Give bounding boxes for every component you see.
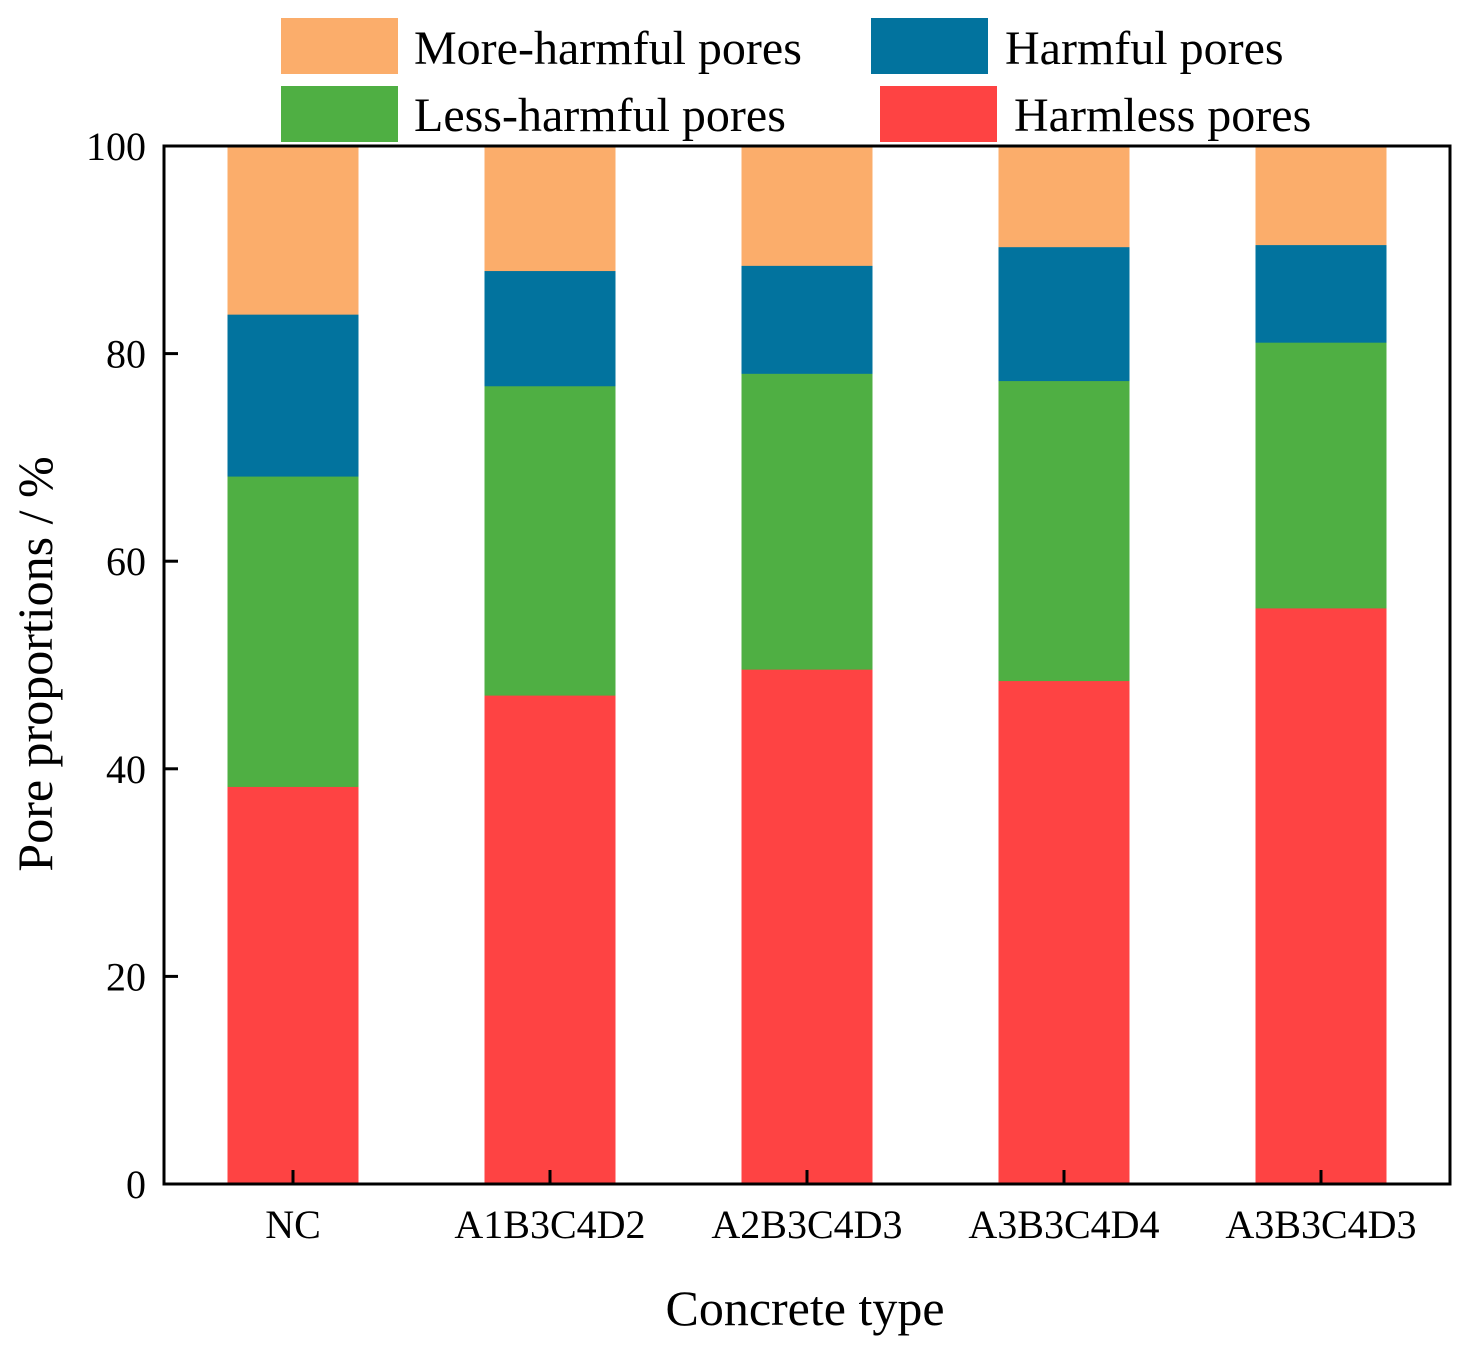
bar-segment-less-harmful-pores-nc [227, 475, 359, 787]
bar-segment-harmless-pores-a3b3c4d3 [1255, 607, 1387, 1185]
legend-swatch-harmful-pores [871, 18, 988, 74]
legend-swatch-more-harmful-pores [281, 18, 398, 74]
x-tick-label: A2B3C4D3 [711, 1202, 902, 1247]
bar-segment-harmful-pores-a3b3c4d4 [998, 246, 1130, 382]
bar-segment-harmful-pores-a3b3c4d3 [1255, 244, 1387, 343]
bar-segment-less-harmful-pores-a1b3c4d2 [484, 385, 616, 696]
y-tick-label: 60 [106, 539, 146, 584]
y-tick-label: 20 [106, 954, 146, 999]
bar-segment-harmless-pores-nc [227, 785, 359, 1185]
bar-segment-more-harmful-pores-a3b3c4d3 [1255, 145, 1387, 246]
x-tick-label: NC [265, 1202, 321, 1247]
legend: More-harmful pores Harmful pores Less-harm… [281, 18, 1311, 142]
y-tick-label: 80 [106, 332, 146, 377]
bar-segment-harmful-pores-a2b3c4d3 [741, 264, 873, 374]
x-axis-title: Concrete type [665, 1280, 944, 1336]
x-tick-label: A3B3C4D4 [968, 1202, 1159, 1247]
bar-segment-harmful-pores-a1b3c4d2 [484, 270, 616, 387]
bar-segment-more-harmful-pores-a2b3c4d3 [741, 145, 873, 266]
x-axis: NC A1B3C4D2 A2B3C4D3 A3B3C4D4 A3B3C4D3 [265, 1170, 1417, 1247]
legend-label-less-harmful-pores: Less-harmful pores [414, 89, 786, 142]
bar-segment-more-harmful-pores-nc [227, 145, 359, 315]
bar-segment-harmless-pores-a2b3c4d3 [741, 668, 873, 1185]
legend-swatch-harmless-pores [880, 86, 997, 142]
bar-segment-harmless-pores-a3b3c4d4 [998, 680, 1130, 1185]
y-axis: 0 20 40 60 80 100 [86, 124, 178, 1207]
y-axis-title: Pore proportions / % [7, 456, 63, 871]
legend-label-harmless-pores: Harmless pores [1014, 89, 1311, 142]
x-tick-label: A3B3C4D3 [1225, 1202, 1416, 1247]
bar-segment-harmless-pores-a1b3c4d2 [484, 694, 616, 1185]
y-tick-label: 40 [106, 747, 146, 792]
bars-group [227, 145, 1387, 1185]
legend-label-harmful-pores: Harmful pores [1005, 22, 1284, 75]
y-tick-label: 0 [126, 1162, 146, 1207]
bar-segment-less-harmful-pores-a3b3c4d3 [1255, 341, 1387, 609]
bar-segment-more-harmful-pores-a3b3c4d4 [998, 145, 1130, 248]
legend-label-more-harmful-pores: More-harmful pores [414, 22, 802, 75]
x-tick-label: A1B3C4D2 [454, 1202, 645, 1247]
y-tick-label: 100 [86, 124, 146, 169]
bar-segment-harmful-pores-nc [227, 313, 359, 477]
bar-segment-less-harmful-pores-a3b3c4d4 [998, 380, 1130, 682]
bar-segment-less-harmful-pores-a2b3c4d3 [741, 372, 873, 670]
bar-segment-more-harmful-pores-a1b3c4d2 [484, 145, 616, 272]
legend-swatch-less-harmful-pores [281, 86, 398, 142]
